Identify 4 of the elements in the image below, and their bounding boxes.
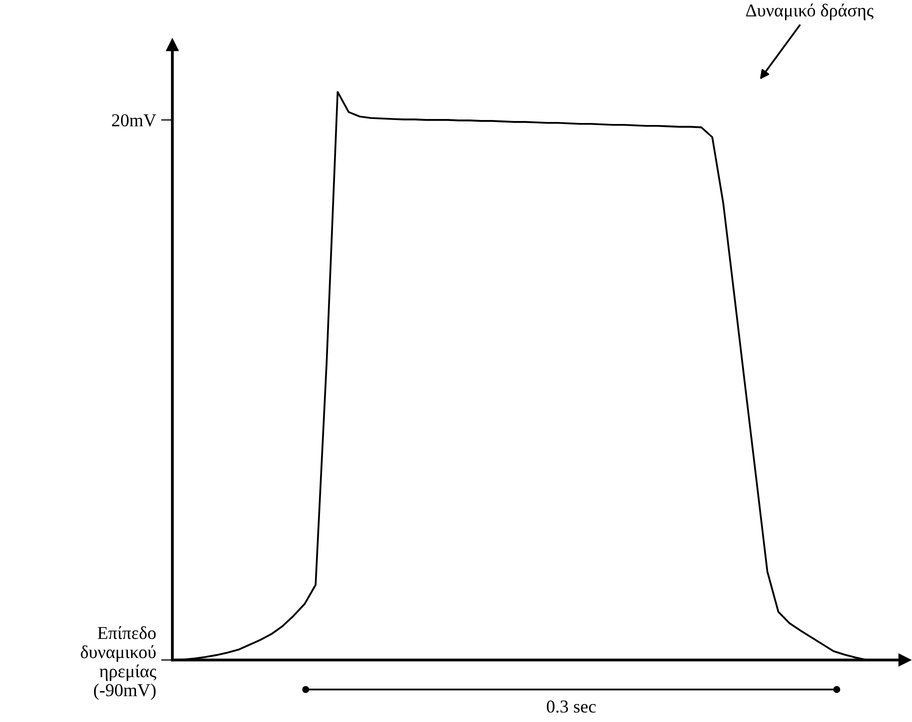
y-tick-label: 20mV xyxy=(112,114,156,126)
y-tick-label: Επίπεδο δυναμικού ηρεμίας (-90mV) xyxy=(80,626,156,700)
text: 0.3 sec xyxy=(546,700,596,713)
text: Δυναμικό δράσης xyxy=(746,4,874,20)
